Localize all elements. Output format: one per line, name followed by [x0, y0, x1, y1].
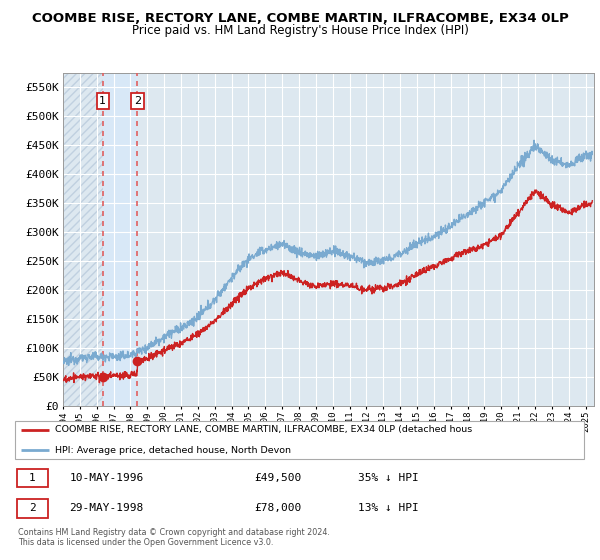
Text: £78,000: £78,000: [254, 503, 301, 514]
Text: Price paid vs. HM Land Registry's House Price Index (HPI): Price paid vs. HM Land Registry's House …: [131, 24, 469, 36]
Text: HPI: Average price, detached house, North Devon: HPI: Average price, detached house, Nort…: [55, 446, 291, 455]
Text: 2: 2: [134, 96, 141, 106]
FancyBboxPatch shape: [17, 469, 48, 487]
Text: 1: 1: [29, 473, 36, 483]
Text: 10-MAY-1996: 10-MAY-1996: [70, 473, 144, 483]
Bar: [63, 73, 103, 406]
Text: COOMBE RISE, RECTORY LANE, COMBE MARTIN, ILFRACOMBE, EX34 0LP: COOMBE RISE, RECTORY LANE, COMBE MARTIN,…: [32, 12, 568, 25]
Bar: [103, 73, 137, 406]
Text: COOMBE RISE, RECTORY LANE, COMBE MARTIN, ILFRACOMBE, EX34 0LP (detached hous: COOMBE RISE, RECTORY LANE, COMBE MARTIN,…: [55, 425, 472, 434]
Text: £49,500: £49,500: [254, 473, 301, 483]
Text: 1: 1: [99, 96, 106, 106]
Text: Contains HM Land Registry data © Crown copyright and database right 2024.
This d: Contains HM Land Registry data © Crown c…: [18, 528, 330, 547]
FancyBboxPatch shape: [15, 421, 584, 459]
Text: 29-MAY-1998: 29-MAY-1998: [70, 503, 144, 514]
FancyBboxPatch shape: [17, 500, 48, 517]
Text: 2: 2: [29, 503, 36, 514]
Text: 13% ↓ HPI: 13% ↓ HPI: [358, 503, 418, 514]
Text: 35% ↓ HPI: 35% ↓ HPI: [358, 473, 418, 483]
